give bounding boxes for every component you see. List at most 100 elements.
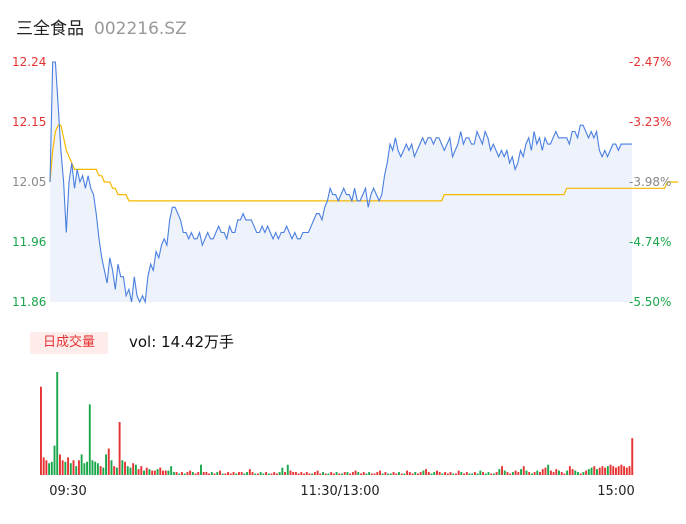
volume-bar: [240, 472, 243, 475]
volume-bar: [238, 472, 240, 475]
volume-bar: [628, 466, 631, 475]
volume-bar: [140, 466, 143, 475]
volume-bar: [560, 472, 563, 475]
volume-bar: [566, 470, 569, 475]
volume-bar: [438, 472, 441, 475]
volume-bar: [316, 470, 319, 475]
average-price-line: [49, 124, 679, 202]
volume-bar: [300, 472, 303, 475]
volume-bar: [514, 470, 517, 475]
volume-bar: [200, 464, 202, 475]
volume-bar: [463, 473, 466, 475]
volume-bar: [606, 466, 609, 475]
volume-bar: [346, 472, 349, 475]
volume-bar: [327, 473, 330, 475]
y-tick-right: -5.50%: [629, 295, 671, 309]
volume-bar: [137, 469, 140, 475]
volume-panel-label: 日成交量: [30, 332, 108, 354]
volume-bar: [389, 473, 392, 475]
volume-bar: [162, 470, 164, 475]
volume-bar: [590, 467, 593, 475]
volume-bar: [558, 470, 560, 475]
volume-bar: [631, 438, 634, 475]
y-tick-right: -3.23%: [629, 115, 671, 129]
price-area: [50, 62, 632, 302]
volume-bar: [549, 470, 552, 475]
volume-bar: [398, 472, 400, 475]
volume-bar: [495, 472, 498, 475]
volume-bar: [224, 473, 227, 475]
volume-bar: [615, 467, 617, 475]
volume-bar: [349, 473, 352, 475]
volume-bar: [568, 466, 571, 475]
volume-bar: [430, 473, 433, 475]
volume-bar: [102, 467, 105, 475]
volume-bar: [115, 467, 118, 475]
stock-code: 002216.SZ: [94, 19, 187, 39]
volume-bar: [64, 461, 67, 475]
volume-bar: [612, 466, 615, 475]
volume-bar: [297, 473, 300, 475]
volume-bar: [319, 473, 322, 475]
volume-bar: [479, 470, 482, 475]
volume-bar: [67, 457, 70, 475]
volume-bar: [468, 473, 471, 475]
volume-bar: [313, 472, 316, 475]
volume-bar: [452, 473, 455, 475]
volume-bar: [392, 472, 395, 475]
volume-bar: [441, 473, 444, 475]
volume-bar: [256, 473, 259, 475]
volume-bar: [376, 472, 379, 475]
volume-bar: [571, 469, 574, 475]
volume-bar: [151, 470, 154, 475]
volume-bar: [351, 472, 354, 475]
volume-bar: [50, 461, 53, 475]
volume-bar: [94, 461, 97, 475]
volume-bar: [585, 470, 588, 475]
volume-bar: [248, 469, 251, 475]
volume-bar: [587, 469, 590, 475]
volume-bar: [620, 464, 623, 475]
volume-bar: [289, 470, 292, 475]
volume-bar: [145, 467, 148, 475]
volume-bar: [208, 473, 211, 475]
volume-bar: [259, 472, 262, 475]
volume-bar: [232, 472, 235, 475]
volume-bar: [604, 467, 607, 475]
volume-bar: [110, 460, 113, 475]
volume-bar: [48, 463, 51, 475]
volume-bar: [360, 473, 362, 475]
volume-bar: [246, 472, 249, 475]
volume-bar: [107, 448, 110, 475]
stock-title: 三全食品 002216.SZ: [16, 14, 187, 39]
volume-bar: [490, 473, 493, 475]
volume-bar: [311, 473, 314, 475]
volume-bar: [473, 472, 476, 475]
volume-bar: [395, 473, 398, 475]
volume-bar: [243, 473, 246, 475]
volume-bar: [579, 473, 582, 475]
x-tick-label: 09:30: [49, 484, 86, 499]
volume-bar: [403, 473, 406, 475]
volume-bar: [170, 466, 173, 475]
volume-bar: [86, 461, 89, 475]
stock-name: 三全食品: [16, 19, 84, 39]
volume-bar: [517, 472, 520, 475]
volume-bar: [411, 473, 414, 475]
volume-bar: [387, 473, 390, 475]
volume-bar: [281, 467, 284, 475]
volume-bar: [273, 472, 276, 475]
volume-bar: [213, 473, 216, 475]
volume-bar: [522, 466, 525, 475]
volume-bar: [265, 472, 268, 475]
y-tick-left: 11.96: [12, 235, 46, 249]
volume-bar: [129, 467, 132, 475]
volume-bar: [164, 470, 167, 475]
volume-bar: [72, 460, 75, 475]
volume-bar: [322, 472, 324, 475]
volume-bar: [235, 473, 238, 475]
price-line: [49, 61, 632, 305]
volume-bar: [501, 466, 503, 475]
volume-bar: [457, 470, 460, 475]
volume-bar: [221, 473, 224, 475]
